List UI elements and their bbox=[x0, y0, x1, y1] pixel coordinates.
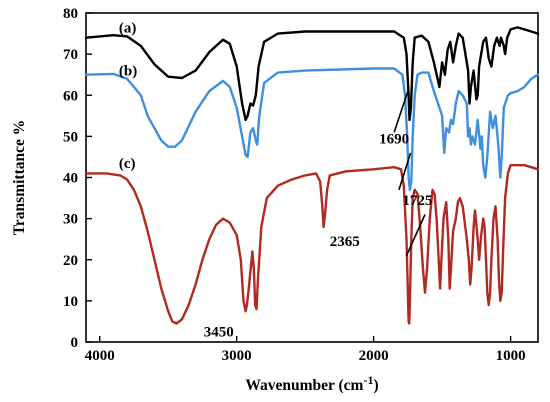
y-tick-label: 80 bbox=[63, 6, 78, 22]
annotation-layer: (a) (b) (c) 1690 1725 2365 3450 bbox=[119, 20, 433, 340]
annotation-2365: 2365 bbox=[330, 234, 360, 250]
y-tick-label: 30 bbox=[63, 212, 78, 228]
x-axis-label-close: ) bbox=[373, 377, 378, 394]
x-axis-label-text: Wavenumber (cm bbox=[245, 377, 363, 394]
annotation-1690: 1690 bbox=[379, 131, 409, 147]
y-tick-label: 20 bbox=[63, 253, 78, 269]
y-tick-label: 40 bbox=[63, 171, 78, 187]
curve-label-a: (a) bbox=[119, 20, 137, 36]
annotation-1725: 1725 bbox=[402, 193, 432, 209]
y-tick-label: 0 bbox=[71, 335, 79, 351]
axis-layer: 0 10 20 30 40 50 60 70 80 4000 3000 2000 1000 bbox=[63, 6, 526, 364]
x-tick-label: 4000 bbox=[85, 348, 115, 364]
x-axis-label: Wavenumber (cm-1) bbox=[245, 373, 378, 394]
annotation-leader-1725 bbox=[398, 152, 412, 191]
curve-label-b: (b) bbox=[119, 64, 137, 80]
series-line-a bbox=[84, 26, 540, 122]
annotation-leader-1725-c bbox=[405, 214, 426, 256]
x-axis-label-superscript: -1 bbox=[363, 373, 373, 387]
y-tick-label: 70 bbox=[63, 47, 78, 63]
annotation-3450: 3450 bbox=[204, 325, 234, 341]
series-line-c bbox=[84, 164, 540, 325]
x-tick-label: 1000 bbox=[496, 348, 526, 364]
series-line-b bbox=[84, 67, 540, 191]
annotation-leader-1690 bbox=[393, 90, 409, 133]
y-axis-label: Transmittance % bbox=[11, 120, 28, 236]
x-tick-label: 3000 bbox=[222, 348, 252, 364]
y-tick-label: 10 bbox=[63, 294, 78, 310]
y-tick-label: 60 bbox=[63, 88, 78, 104]
series-layer bbox=[84, 26, 540, 325]
curve-label-c: (c) bbox=[119, 156, 136, 172]
y-tick-label: 50 bbox=[63, 129, 78, 145]
plot-area: (a) (b) (c) 1690 1725 2365 3450 0 10 20 30 40 50 60 7… bbox=[63, 6, 540, 364]
x-tick-label: 2000 bbox=[359, 348, 389, 364]
